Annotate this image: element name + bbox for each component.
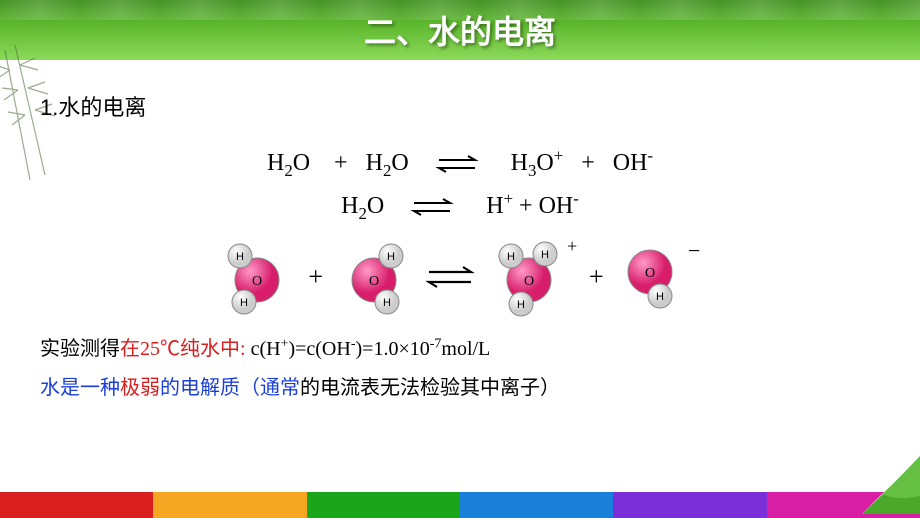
svg-text:+: + bbox=[567, 236, 577, 256]
oh-minus-molecule-icon: O H − bbox=[616, 242, 702, 312]
svg-text:H: H bbox=[517, 299, 525, 311]
svg-text:O: O bbox=[524, 274, 534, 289]
svg-text:H: H bbox=[240, 297, 248, 309]
footer-color-bar bbox=[0, 492, 920, 518]
eq1-h2o-1: H bbox=[267, 150, 284, 176]
experiment-text: 实验测得在25℃纯水中: c(H+)=c(OH-)=1.0×10-7mol/L bbox=[40, 332, 880, 361]
slide-content: 1.水的电离 H2O + H2O H3O+ + OH- H2O H+ + OH- bbox=[0, 60, 920, 420]
conclusion-text: 水是一种极弱的电解质（通常的电流表无法检验其中离子） bbox=[40, 371, 880, 400]
section-heading: 1.水的电离 bbox=[40, 90, 880, 122]
slide-title: 二、水的电离 bbox=[364, 7, 556, 53]
plus-icon: + bbox=[308, 262, 323, 292]
equation-2: H2O H+ + OH- bbox=[341, 189, 579, 224]
slide-header: 二、水的电离 bbox=[0, 0, 920, 60]
exp-highlight: 在25℃纯水中: bbox=[120, 338, 246, 360]
exp-formula: c(H+)=c(OH-)=1.0×10-7mol/L bbox=[251, 338, 491, 360]
svg-text:H: H bbox=[387, 251, 395, 263]
svg-text:O: O bbox=[369, 274, 379, 289]
equilibrium-arrow-icon bbox=[435, 155, 479, 173]
svg-text:H: H bbox=[236, 251, 244, 263]
h2o-molecule-icon: O H H bbox=[218, 238, 296, 316]
equilibrium-arrow-icon bbox=[410, 198, 454, 216]
page-curl-icon bbox=[862, 456, 920, 514]
equation-1: H2O + H2O H3O+ + OH- bbox=[267, 146, 653, 181]
equilibrium-arrow-icon bbox=[425, 265, 475, 289]
exp-prefix: 实验测得 bbox=[40, 338, 120, 360]
h3o-plus-molecule-icon: O H H H + bbox=[487, 236, 577, 318]
svg-text:O: O bbox=[645, 266, 655, 281]
svg-text:O: O bbox=[252, 274, 262, 289]
svg-text:H: H bbox=[541, 249, 549, 261]
equation-block: H2O + H2O H3O+ + OH- H2O H+ + OH- bbox=[40, 142, 880, 228]
conc-part1: 水是一种 bbox=[40, 377, 120, 399]
svg-text:H: H bbox=[383, 297, 391, 309]
svg-text:H: H bbox=[656, 291, 664, 303]
h2o-molecule-icon: O H H bbox=[335, 238, 413, 316]
svg-text:−: − bbox=[688, 242, 700, 263]
svg-text:H: H bbox=[507, 251, 515, 263]
conc-part2: 的电解质（通常 bbox=[160, 377, 300, 399]
conc-part3: 的电流表无法检验其中离子） bbox=[300, 377, 560, 399]
conc-emph: 极弱 bbox=[120, 377, 160, 399]
molecule-diagram: O H H + O H H O H H H + + O H − bbox=[40, 236, 880, 318]
plus-icon: + bbox=[589, 262, 604, 292]
